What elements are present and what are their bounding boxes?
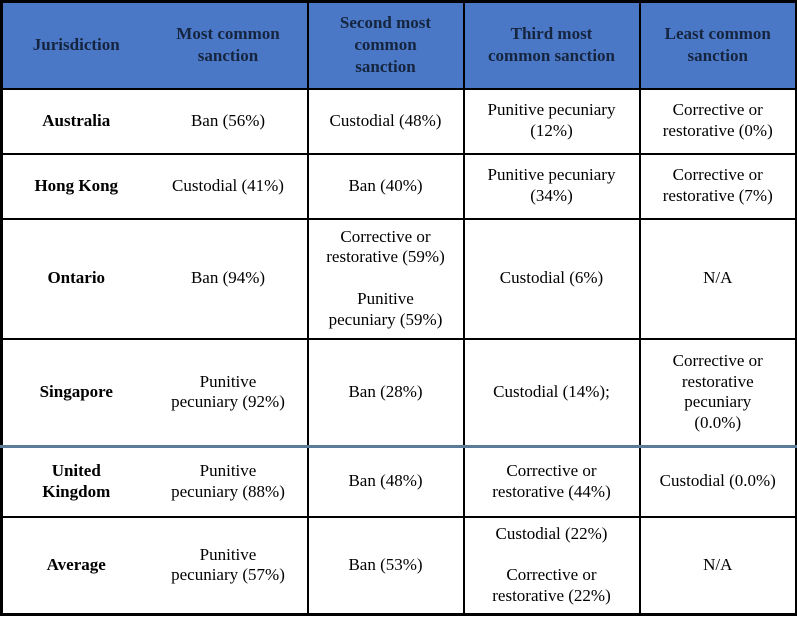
table-row-singapore: Singapore Punitive pecuniary (92%) Ban (… <box>1 338 797 447</box>
average-second-most-common-sanction: Ban (53%) <box>306 516 464 615</box>
average-least-common-sanction: N/A <box>638 516 797 615</box>
ontario-least-common-sanction: N/A <box>638 218 797 339</box>
ontario-second-most-common-sanction: Corrective or restorative (59%) Punitive… <box>306 218 464 339</box>
average-most-common-sanction: Punitive pecuniary (57%) <box>171 544 285 585</box>
column-header-second-most-common-sanction: Second most common sanction <box>306 1 464 89</box>
table-row-united-kingdom: United Kingdom Punitive pecuniary (88%) … <box>1 446 797 517</box>
united-kingdom-most-common-sanction: Punitive pecuniary (88%) <box>171 461 285 501</box>
singapore-most-common-sanction: Punitive pecuniary (92%) <box>171 371 285 412</box>
united-kingdom-jurisdiction-label: United Kingdom <box>42 461 111 501</box>
table-row-hong-kong: Hong Kong Custodial (41%) Ban (40%) Puni… <box>1 153 797 219</box>
ontario-third-most-common-sanction: Custodial (6%) <box>462 218 640 339</box>
australia-jurisdiction-label: Australia <box>42 110 111 130</box>
hong-kong-least-common-sanction: Corrective or restorative (7%) <box>638 153 797 219</box>
table-row-ontario: Ontario Ban (94%) Corrective or restorat… <box>1 218 797 339</box>
column-header-most-common-sanction: Most common sanction <box>149 1 308 89</box>
table-row-average: Average Punitive pecuniary (57%) Ban (53… <box>1 516 797 615</box>
column-header-least-common-sanction: Least common sanction <box>638 1 797 89</box>
hong-kong-second-most-common-sanction: Ban (40%) <box>306 153 464 219</box>
column-header-jurisdiction: Jurisdiction <box>1 1 150 89</box>
ontario-most-common-sanction: Ban (94%) <box>190 268 266 288</box>
singapore-jurisdiction-label: Singapore <box>39 381 113 401</box>
australia-most-common-sanction: Ban (56%) <box>190 110 266 130</box>
sanctions-by-jurisdiction-table: Jurisdiction Most common sanction Second… <box>0 0 797 616</box>
singapore-second-most-common-sanction: Ban (28%) <box>306 338 464 447</box>
australia-third-most-common-sanction: Punitive pecuniary (12%) <box>462 88 640 154</box>
table-header: Jurisdiction Most common sanction Second… <box>1 1 797 89</box>
average-third-most-common-sanction: Custodial (22%) Corrective or restorativ… <box>462 516 640 615</box>
united-kingdom-least-common-sanction: Custodial (0.0%) <box>638 446 797 517</box>
hong-kong-jurisdiction-label: Hong Kong <box>34 175 119 195</box>
average-jurisdiction-label: Average <box>46 554 106 574</box>
table-body: Australia Ban (56%) Custodial (48%) Puni… <box>1 88 797 615</box>
table-row-australia: Australia Ban (56%) Custodial (48%) Puni… <box>1 88 797 154</box>
australia-least-common-sanction: Corrective or restorative (0%) <box>638 88 797 154</box>
australia-second-most-common-sanction: Custodial (48%) <box>306 88 464 154</box>
ontario-jurisdiction-label: Ontario <box>47 268 106 288</box>
singapore-least-common-sanction: Corrective or restorative pecuniary (0.0… <box>638 338 797 447</box>
singapore-third-most-common-sanction: Custodial (14%); <box>462 338 640 447</box>
hong-kong-most-common-sanction: Custodial (41%) <box>172 175 284 195</box>
united-kingdom-second-most-common-sanction: Ban (48%) <box>306 446 464 517</box>
header-row: Jurisdiction Most common sanction Second… <box>1 1 797 89</box>
column-header-third-most-common-sanction: Third most common sanction <box>462 1 640 89</box>
hong-kong-third-most-common-sanction: Punitive pecuniary (34%) <box>462 153 640 219</box>
united-kingdom-third-most-common-sanction: Corrective or restorative (44%) <box>462 446 640 517</box>
